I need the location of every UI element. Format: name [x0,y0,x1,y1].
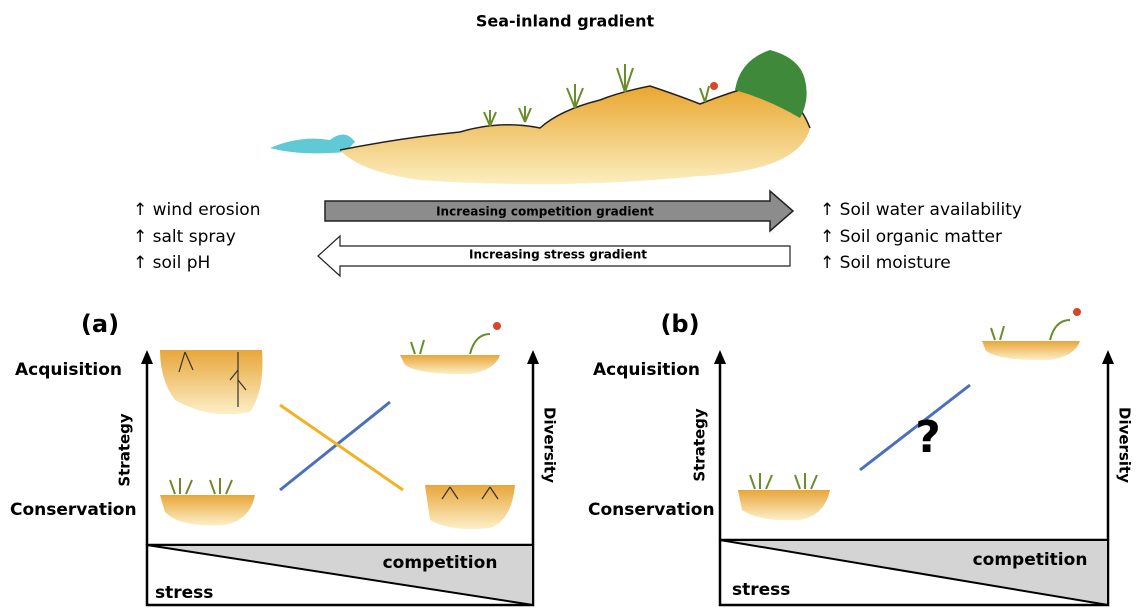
panel-b: (b) Acquisition Conservation Strategy Di… [588,308,1134,607]
landscape [270,50,811,185]
arrow-label: Increasing competition gradient [436,205,654,219]
stress-arrow [317,234,791,278]
panel-label: (b) [660,310,699,338]
factor: ↑ Soil moisture [820,253,951,273]
factor: ↑ Soil organic matter [820,227,1002,247]
panel-a: (a) Acquisition Conservation Strategy Di… [10,310,559,607]
wedge-bottom-label: stress [155,583,213,603]
left-axis-title: Strategy [691,408,709,482]
y-top-label: Acquisition [593,360,700,380]
wedge-top-label: competition [973,550,1088,570]
wedge-bottom-label: stress [732,580,790,600]
competition-arrow [324,189,795,233]
factor: ↑ Soil water availability [820,200,1022,220]
wedge-top-label: competition [383,553,498,573]
left-factors: ↑ wind erosion ↑ salt spray ↑ soil pH [133,200,260,273]
y-top-label: Acquisition [15,360,122,380]
right-axis-title: Diversity [1116,407,1134,483]
unknown-mark: ? [915,412,941,463]
factor: ↑ soil pH [133,253,210,273]
right-axis-title: Diversity [541,407,559,483]
title: Sea-inland gradient [476,12,655,31]
left-axis-title: Strategy [116,413,134,487]
factor: ↑ wind erosion [133,200,260,220]
y-bottom-label: Conservation [10,500,137,520]
y-bottom-label: Conservation [588,500,715,520]
panel-label: (a) [81,310,119,338]
arrow-label: Increasing stress gradient [469,248,647,262]
right-factors: ↑ Soil water availability ↑ Soil organic… [820,200,1022,273]
factor: ↑ salt spray [133,227,236,247]
